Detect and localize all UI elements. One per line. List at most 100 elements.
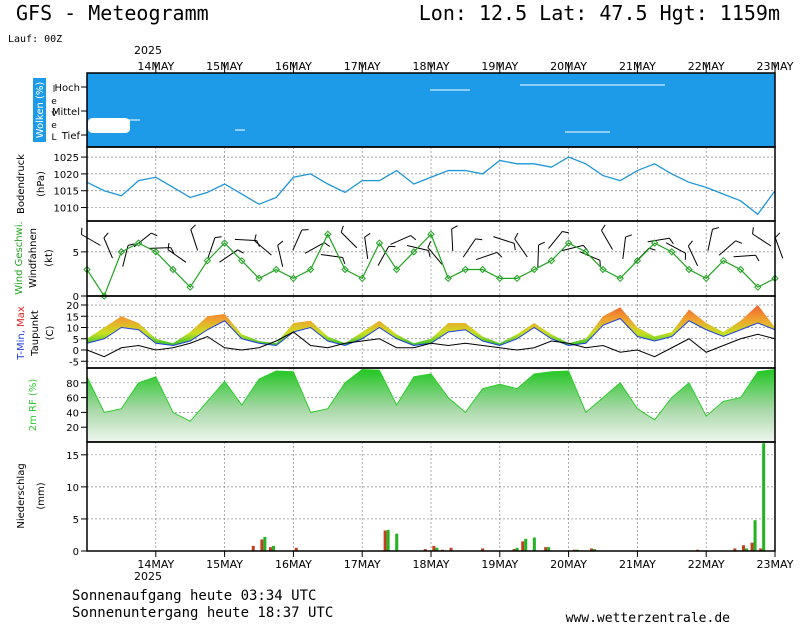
x-tick-label-bottom: 22MAY	[688, 558, 725, 571]
cloud-ylabel2: l	[53, 85, 56, 95]
wind-barb-staff	[148, 247, 171, 249]
wind-barb	[601, 224, 613, 250]
wind-barb-staff	[514, 238, 528, 258]
wind-point	[736, 265, 745, 274]
wind-point	[582, 248, 590, 256]
wind-barb-feather	[410, 235, 417, 241]
x-tick-label-bottom: 16MAY	[275, 558, 312, 571]
wind-point	[564, 239, 573, 247]
temp-y-tick-label: -5	[69, 357, 79, 368]
temp-y-tick-label: 15	[66, 312, 79, 323]
cloud-level-label: Mittel	[52, 107, 80, 118]
precip-bar-rain	[383, 530, 387, 551]
pressure-y-tick-label: 1020	[54, 170, 79, 181]
wind-barb-staff	[718, 240, 737, 256]
wind-barb	[390, 235, 417, 245]
wind-barb-staff	[254, 240, 272, 256]
wind-point	[719, 256, 728, 265]
wind-barb-feather	[625, 234, 633, 238]
wind-barb-staff	[548, 231, 563, 249]
cloud-ylabel: Wolken (%)	[35, 82, 46, 139]
wind-point	[754, 283, 762, 291]
wind-point	[272, 265, 280, 274]
wind-point	[169, 265, 177, 274]
wind-barb-feather	[342, 257, 346, 265]
x-tick-label-bottom: 19MAY	[481, 558, 518, 571]
wind-point	[255, 274, 263, 283]
pressure-y-tick-label: 1010	[54, 204, 79, 215]
wind-barb-feather	[127, 243, 135, 246]
page-title: GFS - Meteogramm	[16, 1, 209, 25]
wind-barb-staff	[340, 231, 358, 249]
precip-bar-rain	[251, 545, 255, 551]
wind-barb	[292, 229, 309, 251]
precip-bar-rain	[423, 549, 427, 551]
wind-point	[324, 230, 332, 238]
wind-barb-staff	[427, 247, 443, 265]
location-info: Lon: 12.5 Lat: 47.5 Hgt: 1159m	[419, 1, 780, 25]
x-tick-label-bottom: 21MAY	[619, 558, 656, 571]
precip-bar-rain	[733, 548, 737, 551]
precip-bar-conv	[547, 547, 551, 551]
wind-barb-feather	[669, 237, 674, 245]
pressure-series-line	[86, 156, 776, 216]
wind-barb-staff	[219, 249, 238, 263]
wind-barb-staff	[451, 228, 454, 252]
wind-barb-feather	[712, 227, 720, 230]
precip-bar-conv	[515, 547, 519, 551]
wind-barb-feather	[80, 227, 83, 235]
plot-area: 14MAY14MAY15MAY15MAY16MAY16MAY17MAY17MAY…	[14, 60, 794, 571]
wind-point	[599, 265, 607, 274]
cloud-ylabel2: e	[51, 97, 57, 107]
wind-barb	[427, 241, 443, 265]
wind-barb-staff	[364, 237, 369, 259]
pressure-yunit: (hPa)	[36, 171, 47, 197]
wind-point	[496, 274, 504, 283]
cloud-gap	[88, 118, 130, 133]
precip-bar-conv	[762, 443, 766, 551]
precip-bar-conv	[271, 545, 275, 551]
wind-point	[650, 239, 659, 247]
wind-point	[547, 256, 556, 265]
precip-bar-conv	[593, 549, 597, 551]
wind-point	[478, 265, 487, 274]
rh-y-tick-label: 40	[66, 408, 79, 419]
wind-barb	[633, 247, 656, 265]
panel-frame	[86, 441, 776, 552]
wind-barb-feather	[427, 241, 432, 248]
wind-barb	[80, 227, 101, 246]
precip-bar-rain	[759, 548, 763, 551]
wind-barb	[733, 254, 760, 262]
wind-barb-staff	[537, 244, 540, 268]
wind-barb	[377, 245, 396, 266]
wind-barb	[340, 225, 358, 249]
wind-point	[410, 248, 418, 256]
wind-barb	[364, 232, 371, 259]
wind-barb-staff	[752, 233, 772, 247]
wind-point	[100, 292, 108, 300]
wind-point	[203, 256, 212, 265]
precip-bar-rain	[590, 548, 594, 551]
wind-barb	[548, 230, 569, 249]
rh-y-tick-label: 20	[66, 423, 79, 434]
precip-yunit: (mm)	[36, 482, 47, 509]
wind-barb-feather	[103, 232, 109, 239]
cloud-background	[87, 73, 775, 147]
wind-y-tick-label: 0	[73, 292, 79, 303]
wind-point	[702, 274, 710, 283]
wind-barb-feather	[514, 232, 519, 240]
wind-barb	[537, 241, 545, 268]
cloud-level-label: Tief	[61, 131, 81, 142]
wind-point	[358, 274, 366, 283]
wind-barb-feather	[301, 229, 309, 231]
wind-barb-feather	[167, 242, 170, 250]
wind-barb-feather	[254, 234, 257, 242]
wind-point	[668, 248, 676, 256]
precip-bar-conv	[753, 520, 757, 551]
wind-barb	[277, 240, 284, 267]
cloud-level-label: Hoch	[55, 83, 80, 94]
sunset-text: Sonnenuntergang heute 18:37 UTC	[72, 605, 333, 621]
wind-barb-staff	[665, 242, 686, 254]
x-tick-label-bottom: 14MAY	[137, 558, 174, 571]
wind-barb	[647, 237, 674, 245]
